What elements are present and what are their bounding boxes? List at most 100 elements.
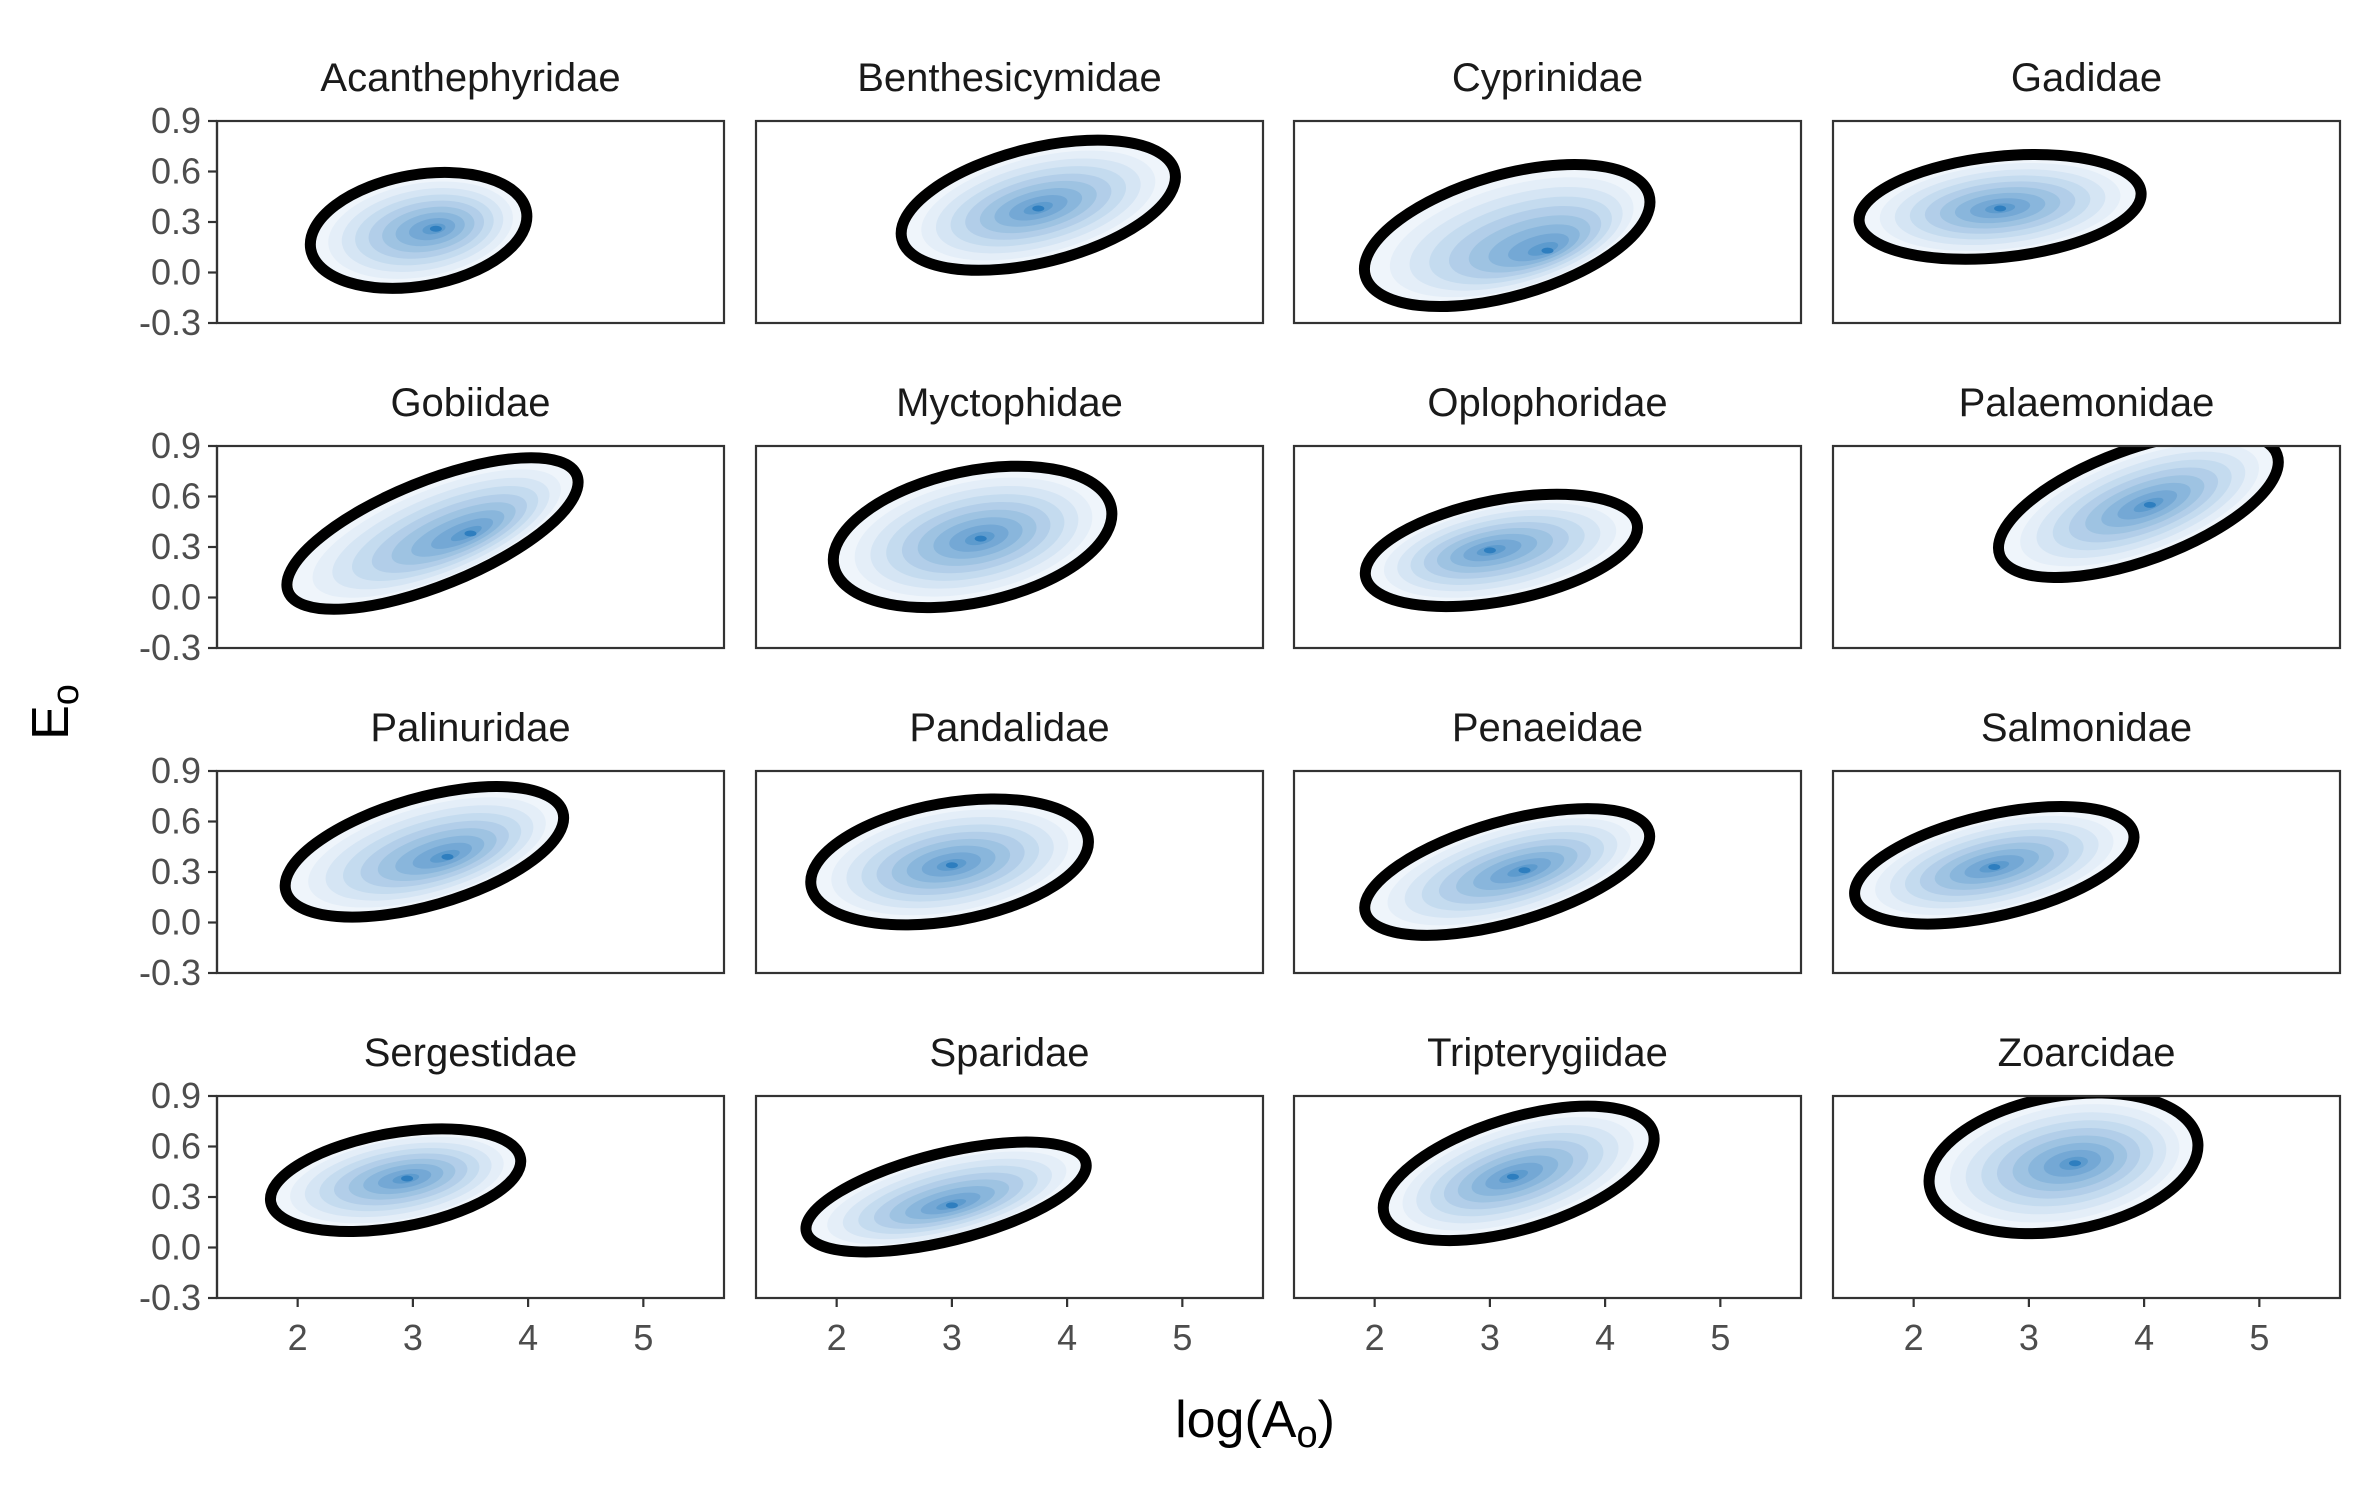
y-tick-label: 0.9 <box>151 1075 201 1116</box>
density-peak <box>464 530 477 537</box>
facet-panels: Acanthephyridae Benthesicymidae Cyprinidae… <box>215 56 2342 1300</box>
x-axis-title: log(Ao) <box>1175 1391 1335 1456</box>
density-layer <box>279 781 570 923</box>
density-layer <box>264 1123 527 1238</box>
density-layer <box>827 460 1118 614</box>
panel-border <box>754 1094 1265 1300</box>
facet-title: Sparidae <box>929 1031 1089 1075</box>
density-layer <box>1359 488 1644 613</box>
confidence-ellipse <box>1359 488 1644 613</box>
facet-title: Palinuridae <box>370 706 570 750</box>
y-axis-title-main: E <box>22 705 80 740</box>
facet-title: Penaeidae <box>1452 706 1643 750</box>
density-peak <box>1994 205 2007 212</box>
density-peak <box>429 225 442 232</box>
facet-title: Gobiidae <box>390 381 550 425</box>
density-layer <box>1359 803 1656 941</box>
y-tick-label: -0.3 <box>139 302 201 343</box>
confidence-ellipse <box>800 1136 1092 1258</box>
density-layer <box>1377 1100 1660 1247</box>
x-tick-label: 5 <box>633 1317 653 1358</box>
panel-border <box>1292 444 1803 650</box>
confidence-ellipse <box>1358 158 1656 313</box>
y-axis-title-subscript: o <box>45 684 87 705</box>
x-tick-label: 5 <box>2249 1317 2269 1358</box>
density-layer <box>805 793 1094 931</box>
y-tick-label: 0.3 <box>151 526 201 567</box>
facet-title: Zoarcidae <box>1998 1031 2176 1075</box>
panel-border <box>1831 1094 2342 1300</box>
x-tick-label: 3 <box>1480 1317 1500 1358</box>
density-layer <box>1992 446 2284 584</box>
density-peak <box>1541 247 1554 254</box>
y-tick-label: 0.3 <box>151 201 201 242</box>
facet-panel: Zoarcidae <box>1831 1031 2342 1300</box>
y-tick-label: 0.6 <box>151 476 201 517</box>
x-tick-label: 2 <box>1904 1317 1924 1358</box>
axes: 0.9 0.6 0.3 0.0 -0.3 0.9 0.6 0.3 0.0 -0.3 0.9 0.6 0.… <box>139 100 2269 1358</box>
facet-panel: Salmonidae <box>1831 706 2342 975</box>
confidence-ellipse <box>264 1123 527 1238</box>
y-tick-label: 0.6 <box>151 1126 201 1167</box>
x-axis-title-main: log(A <box>1175 1391 1297 1449</box>
x-tick-label: 4 <box>2134 1317 2154 1358</box>
confidence-ellipse <box>895 134 1181 276</box>
density-peak <box>441 853 454 860</box>
y-tick-label: 0.6 <box>151 151 201 192</box>
facet-panel: Penaeidae <box>1292 706 1803 975</box>
facet-title: Tripterygiidae <box>1427 1031 1668 1075</box>
y-tick-label: -0.3 <box>139 1277 201 1318</box>
density-layer <box>800 1136 1092 1258</box>
confidence-ellipse <box>304 166 533 294</box>
panel-border <box>754 769 1265 975</box>
x-tick-label: 4 <box>518 1317 538 1358</box>
confidence-ellipse <box>279 781 570 923</box>
facet-panel: Sparidae <box>754 1031 1265 1300</box>
x-tick-label: 2 <box>1365 1317 1385 1358</box>
density-layer <box>281 452 584 615</box>
panel-border <box>1831 444 2342 650</box>
y-tick-label: 0.6 <box>151 801 201 842</box>
confidence-ellipse <box>281 452 584 615</box>
facet-title: Myctophidae <box>896 381 1123 425</box>
x-tick-label: 3 <box>942 1317 962 1358</box>
facet-title: Pandalidae <box>909 706 1109 750</box>
density-layer <box>304 166 533 294</box>
density-peak <box>1483 547 1496 554</box>
x-tick-label: 2 <box>827 1317 847 1358</box>
y-tick-label: 0.0 <box>151 577 201 618</box>
panel-border <box>1292 769 1803 975</box>
facet-panel: Tripterygiidae <box>1292 1031 1803 1300</box>
facet-panel: Benthesicymidae <box>754 56 1265 325</box>
x-tick-label: 5 <box>1172 1317 1192 1358</box>
x-tick-label: 4 <box>1057 1317 1077 1358</box>
x-tick-label: 5 <box>1710 1317 1730 1358</box>
facet-panel: Palinuridae <box>215 706 726 975</box>
density-peak <box>945 1202 958 1209</box>
facet-panel: Myctophidae <box>754 381 1265 650</box>
y-tick-label: -0.3 <box>139 952 201 993</box>
confidence-ellipse <box>1853 149 2147 265</box>
density-peak <box>401 1175 414 1182</box>
y-axis-title: Eo <box>22 684 87 740</box>
density-peak <box>974 535 987 542</box>
facet-title: Benthesicymidae <box>857 56 1162 100</box>
y-tick-label: -0.3 <box>139 627 201 668</box>
y-tick-label: 0.3 <box>151 1176 201 1217</box>
density-peak <box>2069 1160 2081 1167</box>
facet-title: Acanthephyridae <box>320 56 620 100</box>
x-tick-label: 3 <box>403 1317 423 1358</box>
x-axis-title-close: ) <box>1318 1391 1335 1449</box>
x-tick-label: 3 <box>2019 1317 2039 1358</box>
density-layer <box>1849 801 2140 930</box>
x-tick-label: 4 <box>1595 1317 1615 1358</box>
panel-border <box>1292 119 1803 325</box>
density-layer <box>1923 1096 2204 1240</box>
y-tick-label: 0.9 <box>151 100 201 141</box>
density-layer <box>1358 158 1656 313</box>
confidence-ellipse <box>805 793 1094 931</box>
y-tick-label: 0.9 <box>151 425 201 466</box>
confidence-ellipse <box>1377 1100 1660 1247</box>
panel-border <box>754 444 1265 650</box>
